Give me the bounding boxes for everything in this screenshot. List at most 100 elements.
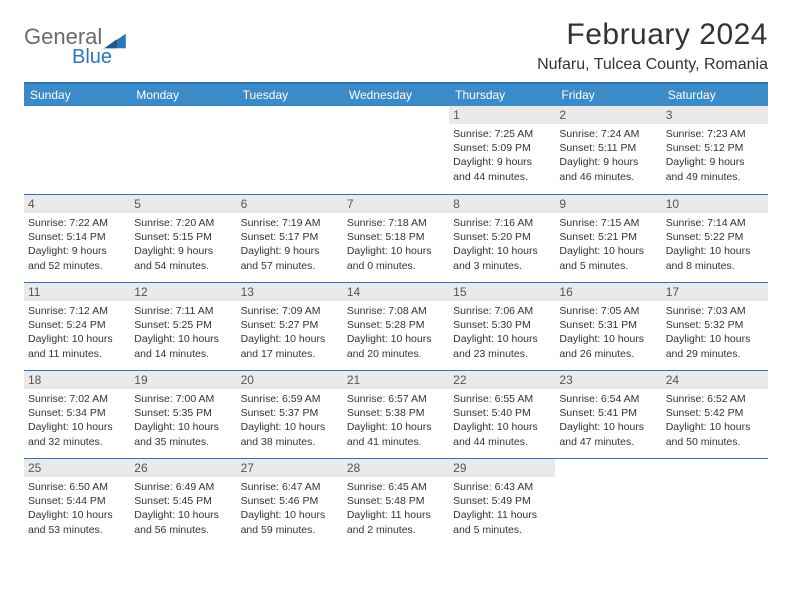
calendar-cell: [24, 106, 130, 194]
calendar-cell: [237, 106, 343, 194]
calendar-cell: 28Sunrise: 6:45 AMSunset: 5:48 PMDayligh…: [343, 458, 449, 546]
calendar-cell: 14 Sunrise: 7:08 AMSunset: 5:28 PMDayligh…: [343, 282, 449, 370]
day-number: 11: [24, 283, 130, 301]
day-number: 1: [449, 106, 555, 124]
calendar-cell: 15 Sunrise: 7:06 AMSunset: 5:30 PMDayligh…: [449, 282, 555, 370]
calendar-cell: 29 Sunrise: 6:43 AMSunset: 5:49 PMDayligh…: [449, 458, 555, 546]
day-sun-info: Sunrise: 7:19 AMSunset: 5:17 PMDaylight:…: [241, 216, 339, 273]
day-sun-info: Sunrise: 7:25 AMSunset: 5:09 PMDaylight:…: [453, 127, 551, 184]
day-number: 6: [237, 195, 343, 213]
day-sun-info: Sunrise: 7:02 AMSunset: 5:34 PMDaylight:…: [28, 392, 126, 449]
calendar-cell: 21 Sunrise: 6:57 AMSunset: 5:38 PMDayligh…: [343, 370, 449, 458]
day-number: 23: [555, 371, 661, 389]
day-number: 14: [343, 283, 449, 301]
calendar-cell: 19 Sunrise: 7:00 AMSunset: 5:35 PMDayligh…: [130, 370, 236, 458]
day-number: 20: [237, 371, 343, 389]
day-sun-info: Sunrise: 6:45 AMSunset: 5:48 PMDaylight:…: [347, 480, 445, 537]
day-sun-info: Sunrise: 7:06 AMSunset: 5:30 PMDaylight:…: [453, 304, 551, 361]
day-sun-info: Sunrise: 6:50 AMSunset: 5:44 PMDaylight:…: [28, 480, 126, 537]
calendar-cell: 17Sunrise: 7:03 AMSunset: 5:32 PMDayligh…: [662, 282, 768, 370]
day-number: 12: [130, 283, 236, 301]
day-sun-info: Sunrise: 7:23 AMSunset: 5:12 PMDaylight:…: [666, 127, 764, 184]
day-sun-info: Sunrise: 7:14 AMSunset: 5:22 PMDaylight:…: [666, 216, 764, 273]
calendar-cell: 3 Sunrise: 7:23 AMSunset: 5:12 PMDaylight…: [662, 106, 768, 194]
day-number: 13: [237, 283, 343, 301]
day-number: 17: [662, 283, 768, 301]
day-number: 18: [24, 371, 130, 389]
title-block: February 2024 Nufaru, Tulcea County, Rom…: [537, 18, 768, 74]
day-sun-info: Sunrise: 6:54 AMSunset: 5:41 PMDaylight:…: [559, 392, 657, 449]
calendar-header-row: SundayMondayTuesdayWednesdayThursdayFrid…: [24, 84, 768, 106]
calendar-cell: 10 Sunrise: 7:14 AMSunset: 5:22 PMDayligh…: [662, 194, 768, 282]
calendar-cell: 2 Sunrise: 7:24 AMSunset: 5:11 PMDaylight…: [555, 106, 661, 194]
day-number: 27: [237, 459, 343, 477]
weekday-header: Tuesday: [237, 84, 343, 106]
calendar-cell: 22 Sunrise: 6:55 AMSunset: 5:40 PMDayligh…: [449, 370, 555, 458]
day-sun-info: Sunrise: 7:22 AMSunset: 5:14 PMDaylight:…: [28, 216, 126, 273]
day-sun-info: Sunrise: 6:55 AMSunset: 5:40 PMDaylight:…: [453, 392, 551, 449]
day-number: 24: [662, 371, 768, 389]
day-number: 7: [343, 195, 449, 213]
calendar-cell: 16 Sunrise: 7:05 AMSunset: 5:31 PMDayligh…: [555, 282, 661, 370]
weekday-header: Thursday: [449, 84, 555, 106]
calendar-cell: 5 Sunrise: 7:20 AMSunset: 5:15 PMDaylight…: [130, 194, 236, 282]
calendar-cell: 24 Sunrise: 6:52 AMSunset: 5:42 PMDayligh…: [662, 370, 768, 458]
weekday-header: Wednesday: [343, 84, 449, 106]
weekday-header: Monday: [130, 84, 236, 106]
day-number: 4: [24, 195, 130, 213]
day-number: 15: [449, 283, 555, 301]
day-number: 26: [130, 459, 236, 477]
day-sun-info: Sunrise: 7:08 AMSunset: 5:28 PMDaylight:…: [347, 304, 445, 361]
day-sun-info: Sunrise: 7:09 AMSunset: 5:27 PMDaylight:…: [241, 304, 339, 361]
day-sun-info: Sunrise: 7:11 AMSunset: 5:25 PMDaylight:…: [134, 304, 232, 361]
day-sun-info: Sunrise: 7:00 AMSunset: 5:35 PMDaylight:…: [134, 392, 232, 449]
calendar-cell: 4 Sunrise: 7:22 AMSunset: 5:14 PMDaylight…: [24, 194, 130, 282]
day-number: 9: [555, 195, 661, 213]
calendar-cell: 12 Sunrise: 7:11 AMSunset: 5:25 PMDayligh…: [130, 282, 236, 370]
day-number: 2: [555, 106, 661, 124]
day-number: 5: [130, 195, 236, 213]
location-subtitle: Nufaru, Tulcea County, Romania: [537, 56, 768, 74]
day-sun-info: Sunrise: 7:12 AMSunset: 5:24 PMDaylight:…: [28, 304, 126, 361]
day-number: 22: [449, 371, 555, 389]
day-number: 10: [662, 195, 768, 213]
day-number: 25: [24, 459, 130, 477]
day-number: 21: [343, 371, 449, 389]
calendar-cell: [662, 458, 768, 546]
calendar-body: 1 Sunrise: 7:25 AMSunset: 5:09 PMDaylight…: [24, 106, 768, 546]
day-number: 3: [662, 106, 768, 124]
calendar-cell: 9 Sunrise: 7:15 AMSunset: 5:21 PMDaylight…: [555, 194, 661, 282]
calendar-cell: [343, 106, 449, 194]
calendar-cell: 1 Sunrise: 7:25 AMSunset: 5:09 PMDaylight…: [449, 106, 555, 194]
brand-logo: GeneralBlue: [24, 18, 126, 69]
calendar-cell: 7 Sunrise: 7:18 AMSunset: 5:18 PMDaylight…: [343, 194, 449, 282]
header-row: GeneralBlue February 2024 Nufaru, Tulcea…: [24, 18, 768, 74]
day-sun-info: Sunrise: 7:16 AMSunset: 5:20 PMDaylight:…: [453, 216, 551, 273]
day-sun-info: Sunrise: 7:15 AMSunset: 5:21 PMDaylight:…: [559, 216, 657, 273]
calendar-cell: [555, 458, 661, 546]
calendar-cell: 8 Sunrise: 7:16 AMSunset: 5:20 PMDaylight…: [449, 194, 555, 282]
page-title: February 2024: [537, 18, 768, 52]
day-sun-info: Sunrise: 6:43 AMSunset: 5:49 PMDaylight:…: [453, 480, 551, 537]
day-sun-info: Sunrise: 7:05 AMSunset: 5:31 PMDaylight:…: [559, 304, 657, 361]
calendar-cell: 6 Sunrise: 7:19 AMSunset: 5:17 PMDaylight…: [237, 194, 343, 282]
calendar: SundayMondayTuesdayWednesdayThursdayFrid…: [24, 82, 768, 546]
day-sun-info: Sunrise: 6:47 AMSunset: 5:46 PMDaylight:…: [241, 480, 339, 537]
day-number: 8: [449, 195, 555, 213]
weekday-header: Friday: [555, 84, 661, 106]
calendar-cell: 20 Sunrise: 6:59 AMSunset: 5:37 PMDayligh…: [237, 370, 343, 458]
calendar-cell: 27 Sunrise: 6:47 AMSunset: 5:46 PMDayligh…: [237, 458, 343, 546]
day-sun-info: Sunrise: 7:24 AMSunset: 5:11 PMDaylight:…: [559, 127, 657, 184]
day-number: 19: [130, 371, 236, 389]
weekday-header: Saturday: [662, 84, 768, 106]
day-sun-info: Sunrise: 6:52 AMSunset: 5:42 PMDaylight:…: [666, 392, 764, 449]
day-sun-info: Sunrise: 7:20 AMSunset: 5:15 PMDaylight:…: [134, 216, 232, 273]
weekday-header: Sunday: [24, 84, 130, 106]
calendar-cell: 23 Sunrise: 6:54 AMSunset: 5:41 PMDayligh…: [555, 370, 661, 458]
day-sun-info: Sunrise: 6:59 AMSunset: 5:37 PMDaylight:…: [241, 392, 339, 449]
calendar-cell: 11 Sunrise: 7:12 AMSunset: 5:24 PMDayligh…: [24, 282, 130, 370]
day-number: 16: [555, 283, 661, 301]
day-number: 29: [449, 459, 555, 477]
day-sun-info: Sunrise: 7:18 AMSunset: 5:18 PMDaylight:…: [347, 216, 445, 273]
day-sun-info: Sunrise: 6:57 AMSunset: 5:38 PMDaylight:…: [347, 392, 445, 449]
